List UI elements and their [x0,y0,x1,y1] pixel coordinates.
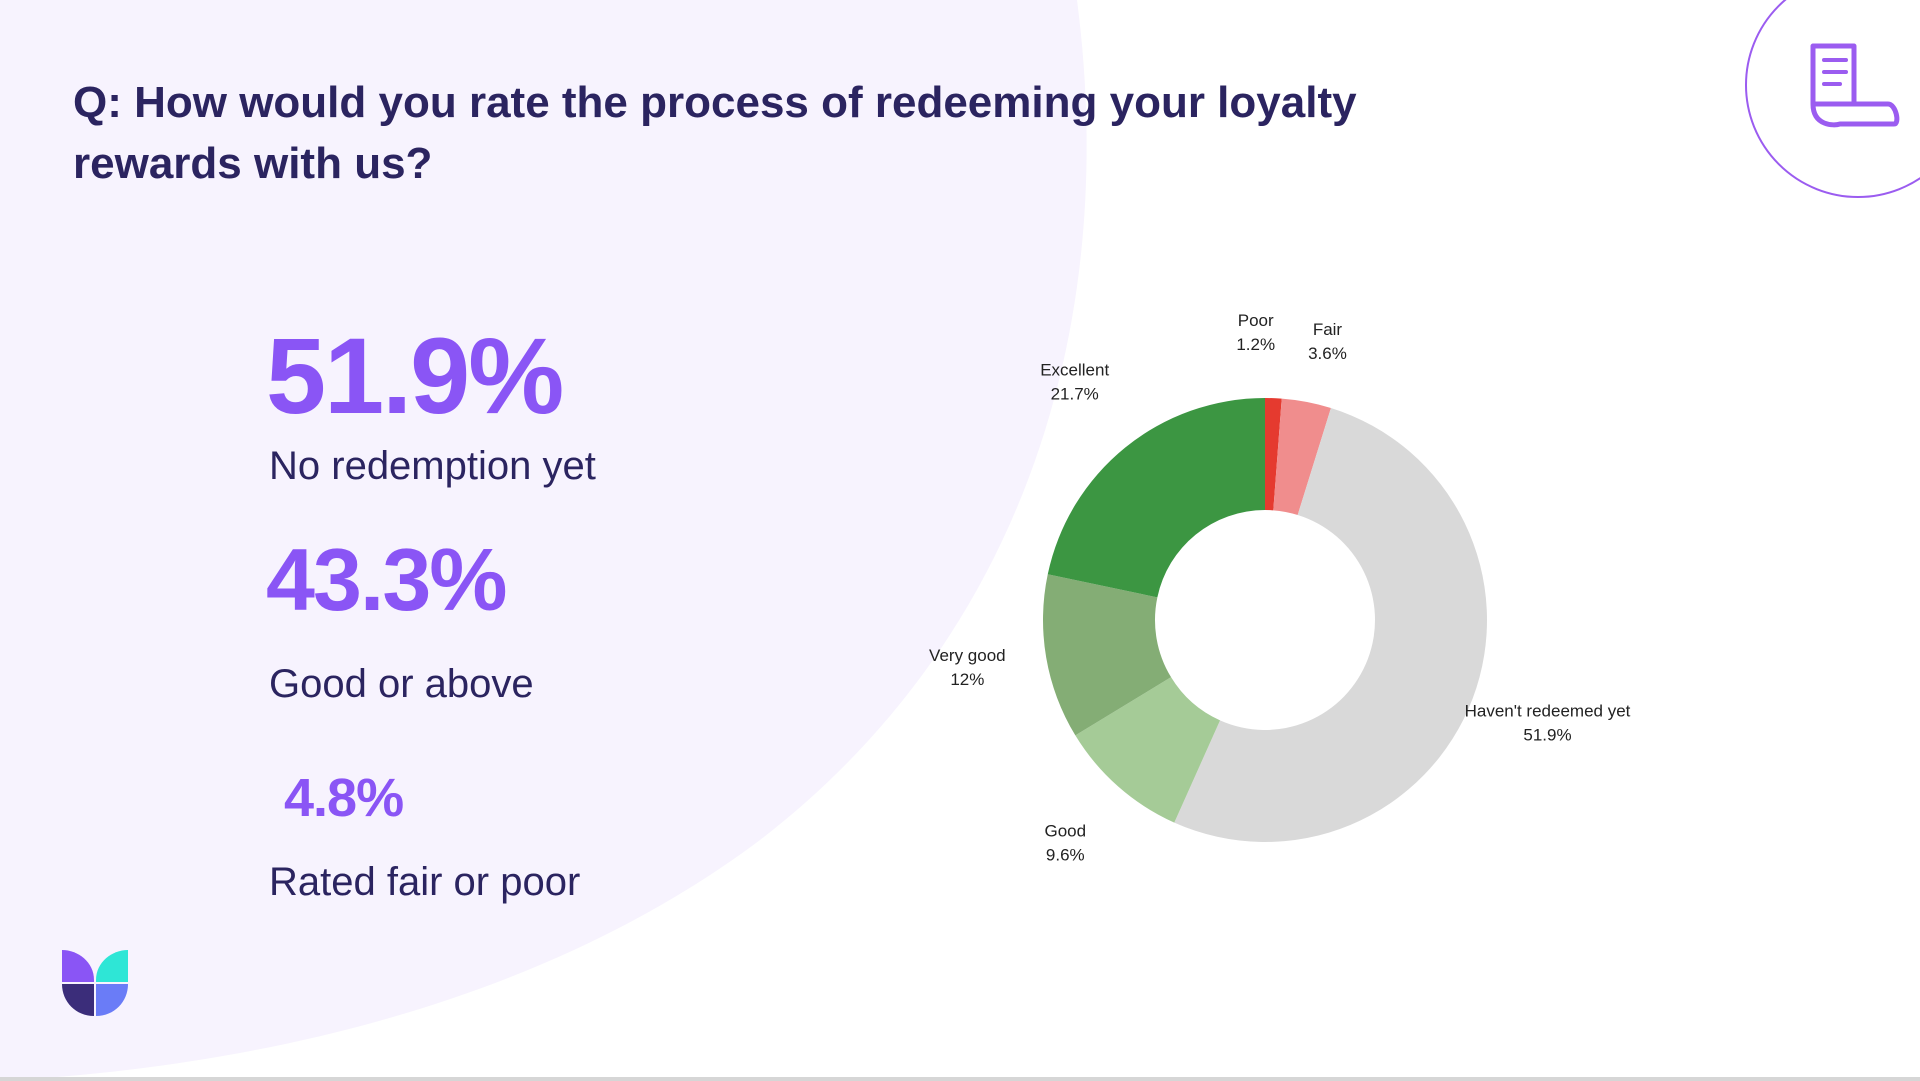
slice-very-good [1043,574,1172,736]
slice-poor [1265,398,1282,511]
slice-label-name: Fair [1313,320,1343,339]
slice-label-haven-t-redeemed-yet: Haven't redeemed yet 51.9% [1465,702,1631,745]
stat-label-good-or-above: Good or above [269,662,534,706]
slice-label-name: Very good [929,646,1006,665]
stat-label-no-redemption: No redemption yet [269,444,596,488]
slice-label-name: Poor [1238,311,1274,330]
page-title: Q: How would you rate the process of red… [73,78,1357,188]
slice-haven-t-redeemed-yet [1174,408,1487,842]
slice-label-excellent: Excellent 21.7% [1040,361,1109,404]
slice-label-value: 21.7% [1051,385,1099,404]
slice-label-value: 3.6% [1308,344,1347,363]
slice-label-good: Good 9.6% [1044,822,1086,865]
slice-label-name: Good [1044,822,1086,841]
slice-label-value: 9.6% [1046,846,1085,865]
slice-good [1075,677,1221,823]
donut-slices [1043,398,1487,842]
slice-label-value: 12% [950,670,984,689]
slice-label-fair: Fair 3.6% [1308,320,1347,363]
bottom-divider [0,1077,1920,1081]
donut-chart: Poor 1.2% Fair 3.6% Haven't redeemed yet 51.9… [929,311,1631,864]
slice-excellent [1047,398,1265,598]
slice-label-very-good: Very good 12% [929,646,1006,689]
slice-label-poor: Poor 1.2% [1236,311,1275,354]
slice-label-value: 51.9% [1523,726,1571,745]
slice-label-name: Haven't redeemed yet [1465,702,1631,721]
slice-label-value: 1.2% [1236,335,1275,354]
brand-logo [62,950,128,1016]
document-scroll-icon [1745,0,1920,198]
stat-label-fair-or-poor: Rated fair or poor [269,860,581,904]
stat-value-fair-or-poor: 4.8% [284,768,404,828]
stat-value-no-redemption: 51.9% [266,315,564,436]
stat-value-good-or-above: 43.3% [266,530,508,629]
slice-label-name: Excellent [1040,361,1109,380]
slice-fair [1273,398,1331,515]
donut-labels: Poor 1.2% Fair 3.6% Haven't redeemed yet 51.9… [929,311,1631,864]
